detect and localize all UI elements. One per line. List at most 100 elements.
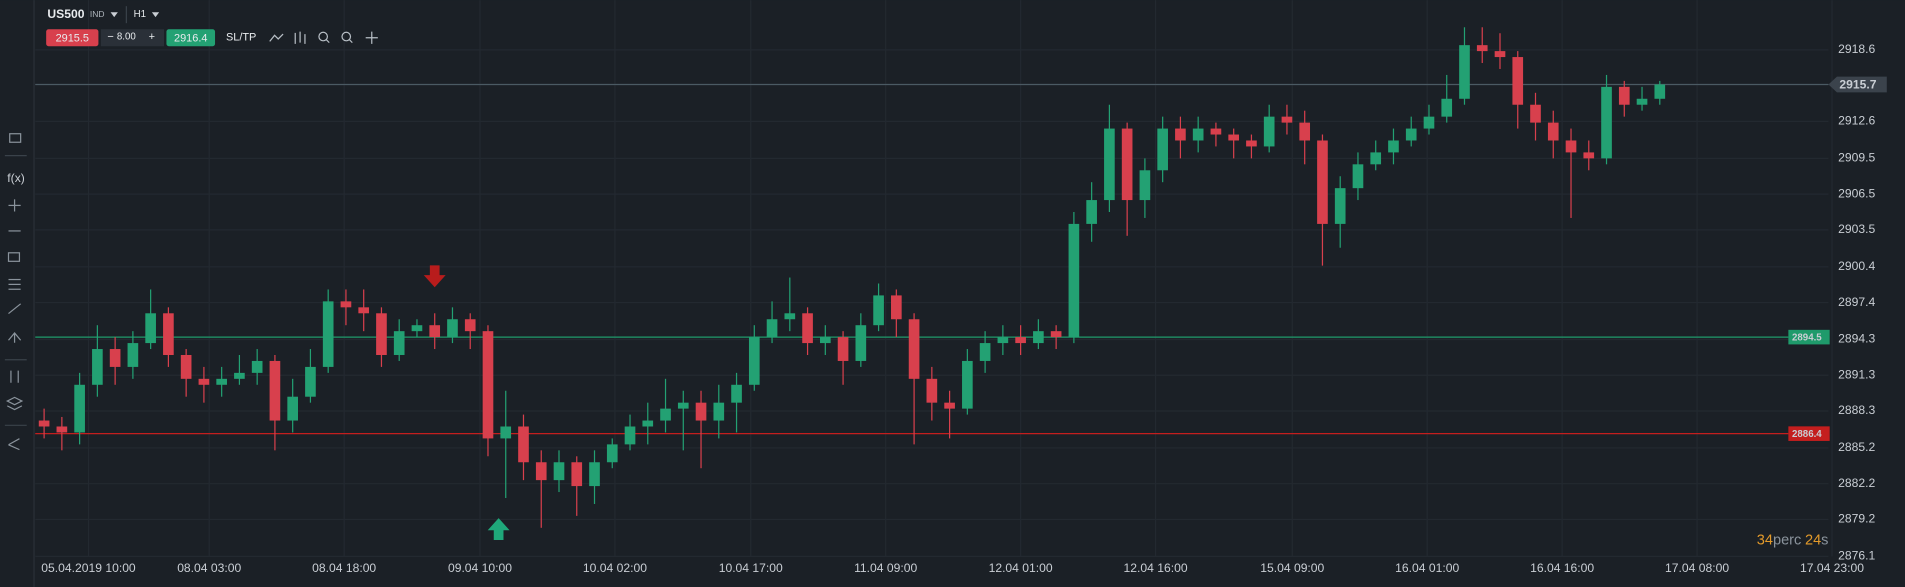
y-tick-label: 2900.4 (1838, 259, 1875, 273)
line-tool[interactable] (269, 33, 284, 42)
candle-body (234, 372, 245, 379)
candle-body (624, 426, 636, 445)
candle-body (819, 337, 831, 344)
candle-body (553, 462, 565, 481)
candle-body (535, 462, 547, 481)
candle-body (464, 319, 476, 332)
candle-body (1175, 128, 1186, 141)
zoom-out[interactable] (318, 31, 329, 42)
candle-body (56, 426, 68, 433)
x-tick-label: 05.04.2019 10:00 (41, 561, 136, 575)
candle-body (287, 396, 299, 421)
crosshair[interactable] (365, 31, 378, 44)
y-tick-label: 2891.3 (1838, 367, 1875, 381)
candle-body (92, 349, 103, 385)
candle-body (1210, 128, 1222, 135)
candle-body (1299, 122, 1311, 141)
sltp-button[interactable]: SL/TP (226, 32, 256, 44)
candle-body (1157, 128, 1168, 171)
timeframe[interactable]: H1 (134, 9, 146, 20)
candle-body (1352, 164, 1364, 189)
tool-icon[interactable] (8, 438, 20, 451)
symbol[interactable]: US500 (47, 7, 84, 21)
candle-body (855, 325, 867, 361)
candle-body (482, 331, 494, 439)
y-tick-label: 2897.4 (1838, 295, 1875, 309)
candle-body (731, 384, 742, 403)
candle-body (695, 402, 707, 421)
y-tick-label: 2909.5 (1838, 151, 1875, 165)
axes: 2918.6 2912.6 2909.5 2906.5 2903.5 2900.4 2897… (41, 42, 1887, 575)
x-tick-label: 10.04 17:00 (719, 561, 783, 575)
dropdown-arrow[interactable] (110, 12, 118, 18)
candle-body (1370, 152, 1382, 165)
price-label: 2886.4 (1792, 429, 1822, 440)
sell-button[interactable] (46, 29, 99, 47)
candle-body (571, 462, 583, 487)
candle-body (180, 354, 192, 379)
candle-body (1121, 128, 1133, 201)
candle-body (1654, 84, 1666, 99)
price-label: 2894.5 (1792, 332, 1822, 343)
tool-icon[interactable] (8, 332, 22, 343)
candle-body (997, 337, 1009, 344)
candle-body (1476, 45, 1488, 52)
bid-price[interactable]: 2915.5 (56, 32, 89, 44)
candle-body (109, 349, 121, 367)
volume-minus[interactable]: − (107, 31, 113, 43)
buy-button[interactable] (166, 29, 216, 47)
candle-body (1228, 134, 1240, 141)
tool-icon[interactable] (8, 303, 22, 315)
asset-class[interactable]: IND (90, 9, 105, 19)
candle-body (873, 295, 884, 326)
volume-box[interactable] (100, 29, 165, 47)
candle-body (340, 301, 352, 308)
volume-plus[interactable]: + (149, 31, 155, 43)
x-tick-label: 12.04 16:00 (1124, 561, 1188, 575)
tool-icon[interactable] (10, 370, 19, 383)
candle-body (1636, 98, 1648, 105)
candle-body (784, 313, 796, 320)
candle-body (429, 325, 441, 338)
price-label: 2915.7 (1839, 77, 1876, 91)
dropdown-arrow[interactable] (151, 12, 160, 18)
tool-icon[interactable] (9, 133, 22, 143)
zoom-in[interactable] (348, 39, 353, 44)
candle-body (500, 426, 512, 439)
price-label-box (1788, 329, 1830, 345)
candle-body (145, 313, 156, 344)
x-tick-label: 08.04 03:00 (177, 561, 241, 575)
function-button[interactable]: f(x) (7, 171, 25, 185)
countdown-seconds-unit: s (1821, 533, 1828, 549)
x-tick-label: 17.04 23:00 (1800, 561, 1864, 575)
candle-body (38, 420, 50, 427)
candle-body (802, 313, 813, 344)
ask-price[interactable]: 2916.4 (174, 32, 207, 44)
y-tick-label: 2876.1 (1838, 549, 1875, 563)
y-tick-label: 2912.6 (1838, 114, 1875, 128)
x-tick-label: 16.04 16:00 (1530, 561, 1594, 575)
x-tick-label: 16.04 01:00 (1395, 561, 1459, 575)
y-tick-label: 2882.2 (1838, 476, 1875, 490)
zoom-in[interactable] (341, 31, 352, 42)
candle-body (1388, 140, 1399, 153)
candle-body (518, 426, 529, 463)
candle-body (1512, 57, 1524, 105)
candle-body (748, 337, 760, 385)
candle-body (269, 360, 281, 421)
tool-icon[interactable] (5, 396, 24, 411)
candle-body (322, 301, 334, 367)
candle-body (908, 319, 920, 379)
y-tick-label: 2888.3 (1838, 403, 1875, 417)
zoom-out[interactable] (325, 39, 330, 44)
candle-body (1192, 128, 1204, 141)
volume[interactable]: 8.00 (117, 32, 136, 43)
tool-icon[interactable] (7, 252, 21, 262)
candle-tool[interactable] (294, 31, 306, 44)
toolbar: US500 IND H1 2915.5 − 8.00 + 2916.4 SL/T… (46, 6, 378, 47)
signal-arrow (423, 265, 446, 288)
candle-body (1583, 152, 1595, 159)
candle-body (1281, 116, 1293, 123)
